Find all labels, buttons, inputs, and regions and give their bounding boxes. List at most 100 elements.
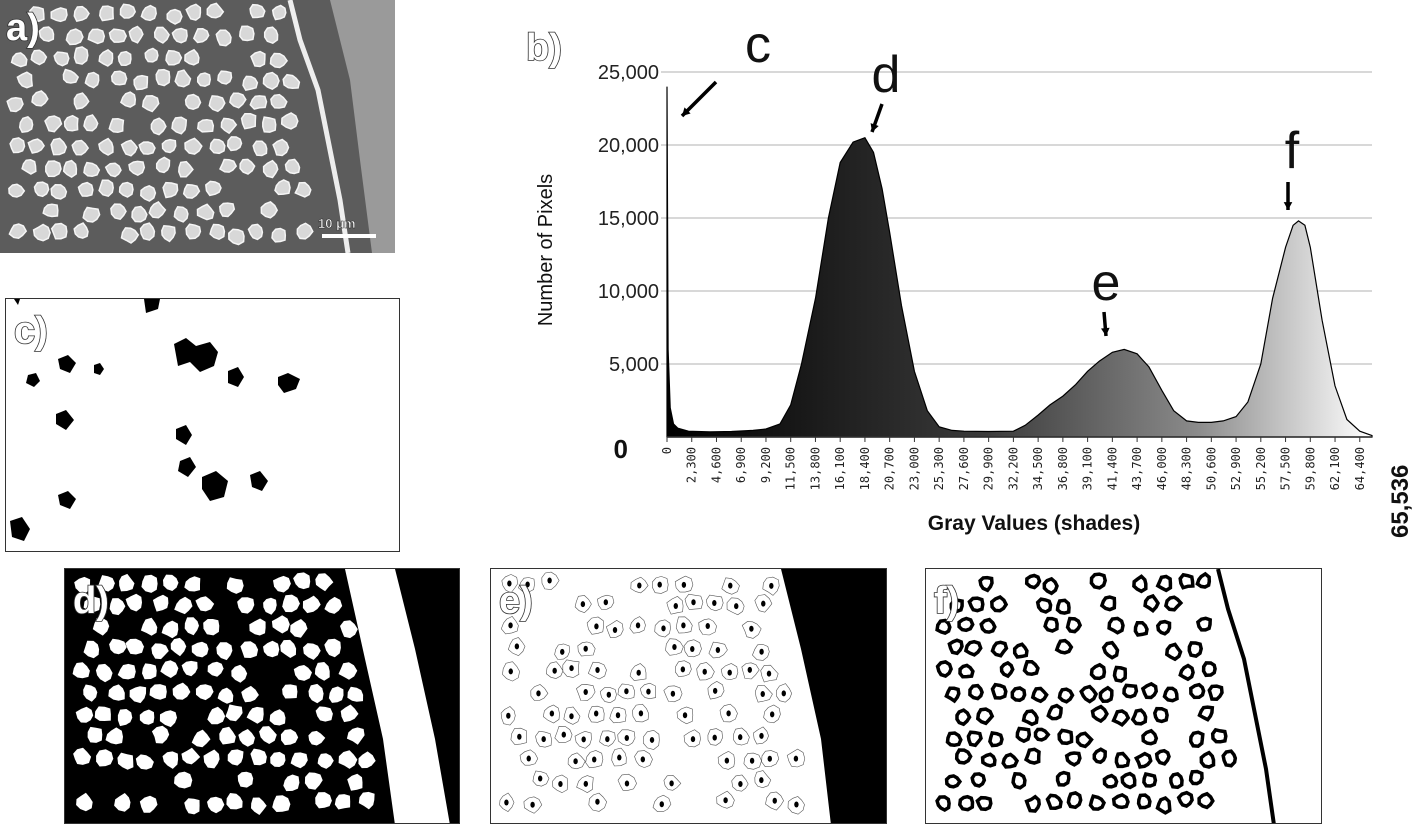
x-tick-label: 46,000 — [1155, 447, 1169, 490]
particle — [182, 183, 201, 199]
particle — [95, 663, 113, 683]
particle — [597, 594, 615, 610]
particle-core — [569, 665, 574, 672]
particle — [65, 28, 84, 46]
particle — [128, 25, 144, 44]
particle — [120, 139, 138, 157]
x-tick-label: 36,800 — [1056, 447, 1070, 490]
particle — [949, 598, 964, 615]
particle — [170, 637, 187, 657]
particle — [153, 26, 170, 44]
particle — [586, 616, 604, 635]
particle — [947, 638, 964, 656]
particle — [1101, 640, 1120, 660]
particle — [140, 617, 158, 636]
particle — [63, 114, 79, 132]
particle — [129, 686, 147, 704]
x-tick-label: 4,600 — [710, 447, 724, 483]
y-axis-title: Number of Pixels — [535, 174, 557, 326]
particle — [114, 793, 131, 812]
particle — [166, 8, 183, 25]
scale-bar-label: 10 μm — [318, 216, 356, 231]
particle — [719, 703, 738, 723]
particle-core — [541, 736, 546, 743]
particle — [1197, 791, 1215, 810]
particle — [990, 682, 1008, 700]
histogram-area — [666, 86, 1373, 438]
particle — [1155, 619, 1172, 636]
particle — [502, 661, 520, 682]
particle — [314, 662, 330, 681]
particle — [663, 774, 682, 791]
particle — [196, 72, 211, 87]
particle — [957, 794, 975, 812]
particle — [1066, 791, 1083, 810]
particle-core — [681, 622, 686, 629]
particle — [510, 727, 527, 745]
particle — [44, 115, 63, 133]
particle — [216, 642, 233, 661]
particle — [562, 659, 580, 678]
particle-core — [595, 667, 600, 674]
particle — [282, 684, 298, 699]
particle — [639, 682, 656, 700]
particle — [754, 685, 773, 703]
particle — [315, 706, 333, 722]
particle — [133, 74, 149, 91]
particle — [247, 223, 264, 241]
particle — [1178, 572, 1195, 590]
particle — [632, 703, 649, 723]
particle-core — [766, 670, 772, 677]
particle-core — [536, 690, 541, 697]
particle — [217, 70, 233, 85]
x-tick-label: 18,400 — [858, 447, 872, 490]
particle-core — [734, 603, 739, 610]
particle — [1195, 616, 1213, 632]
particle — [1088, 794, 1107, 811]
particle — [120, 227, 140, 244]
particle — [161, 620, 179, 639]
particle — [207, 706, 226, 725]
particle — [1024, 794, 1041, 813]
particle — [171, 27, 188, 44]
particle — [237, 771, 254, 788]
particle — [324, 638, 341, 658]
particle — [195, 684, 214, 701]
particle — [185, 3, 202, 21]
particle — [609, 707, 627, 724]
particle — [293, 665, 312, 681]
particle — [1043, 616, 1059, 633]
particle — [74, 576, 91, 595]
particle-core — [680, 666, 686, 673]
particle — [45, 160, 62, 178]
particle — [990, 640, 1009, 658]
particle — [50, 183, 68, 200]
y-zero-label: 0 — [614, 434, 628, 464]
particle — [652, 576, 669, 594]
particle — [249, 3, 266, 19]
particle — [554, 643, 570, 660]
particle — [98, 49, 114, 67]
particle-core — [649, 736, 655, 743]
particle — [535, 730, 552, 748]
boundary-line — [287, 0, 351, 253]
particle-core — [573, 758, 578, 765]
particle — [707, 681, 725, 700]
particle-core — [670, 690, 676, 697]
particle — [743, 752, 762, 770]
particle — [173, 206, 189, 223]
particle — [282, 73, 301, 89]
particle — [27, 138, 46, 154]
x-tick-label: 62,100 — [1328, 447, 1342, 490]
particle — [334, 794, 351, 810]
particle — [963, 639, 983, 657]
particle — [228, 228, 245, 246]
particle-core — [506, 712, 511, 719]
particle — [696, 662, 715, 681]
particle — [108, 28, 128, 43]
particle — [617, 729, 636, 747]
x-tick-label: 13,800 — [809, 447, 823, 490]
particle — [148, 200, 167, 219]
particle — [676, 706, 694, 725]
panel-d-label: d) — [73, 580, 109, 622]
